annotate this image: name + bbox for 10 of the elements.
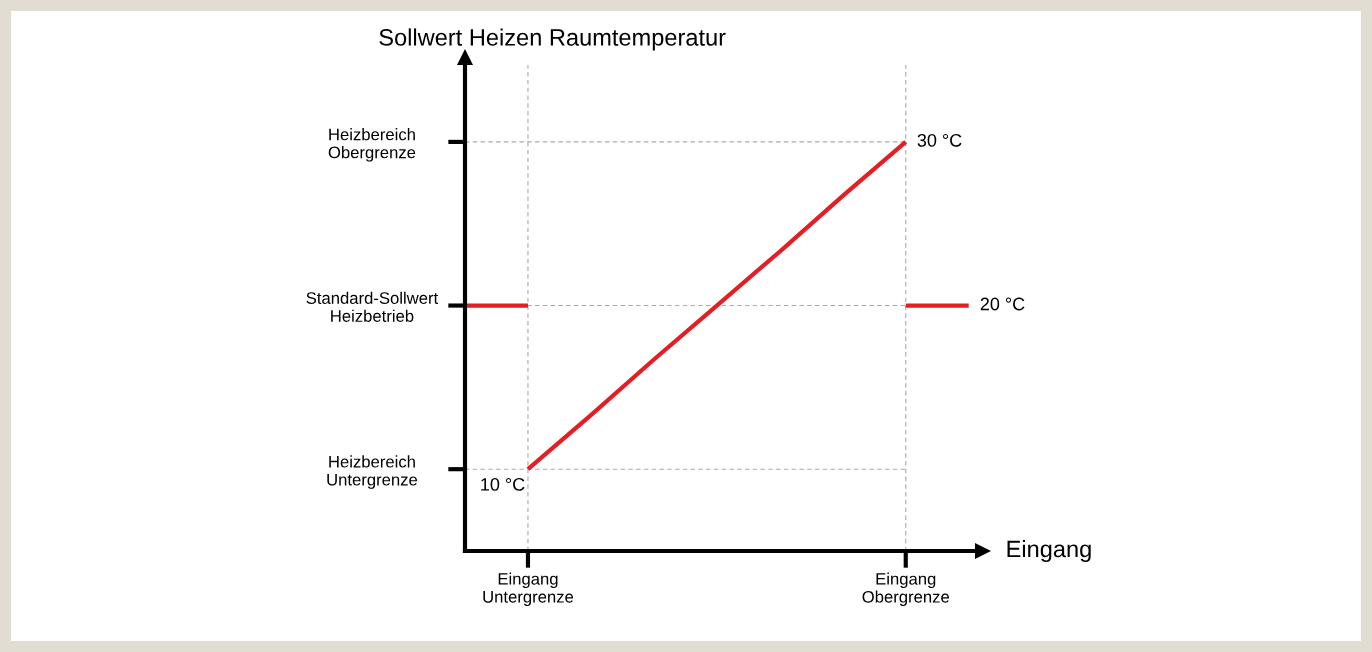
data-label: 20 °C — [980, 297, 1025, 311]
data-label: 30 °C — [917, 133, 962, 147]
x-axis-title: Eingang — [1007, 539, 1091, 562]
ref-line-label: Heizbereich Obergrenze — [328, 128, 416, 162]
data-label: 10 °C — [481, 477, 525, 491]
x-tick-label: Eingang Untergrenze — [483, 572, 574, 607]
ref-line-label: Standard-Sollwert Heizbetrieb — [306, 291, 439, 322]
ref-line-label: Heizbereich Untergrenze — [327, 455, 418, 489]
y-axis-title: Sollwert Heizen Raumtemperatur — [379, 28, 726, 51]
x-tick-label: Eingang Obergrenze — [862, 572, 950, 607]
